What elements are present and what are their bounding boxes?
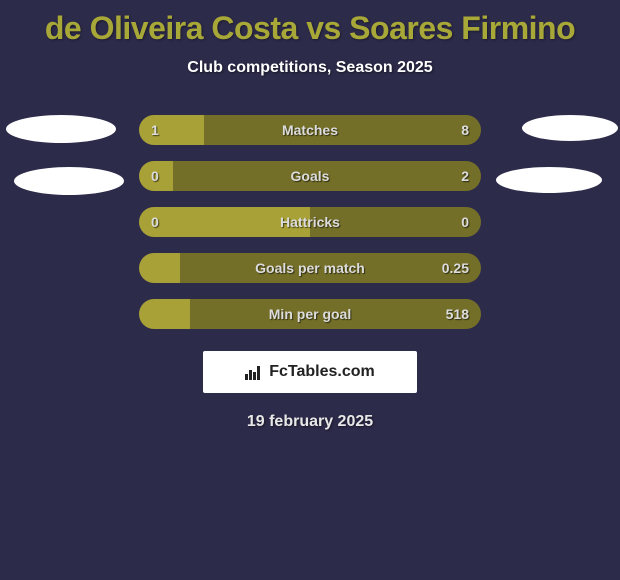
bar-value-right: 8 — [461, 122, 469, 138]
bar-seg-right — [204, 115, 481, 145]
bar-value-left: 1 — [151, 122, 159, 138]
bar-label: Goals per match — [255, 260, 365, 276]
bar-seg-left — [139, 115, 204, 145]
bar-value-left: 0 — [151, 214, 159, 230]
bar-value-right: 2 — [461, 168, 469, 184]
bar-label: Hattricks — [280, 214, 340, 230]
avatar-left-1 — [6, 115, 116, 143]
bar-value-left: 0 — [151, 168, 159, 184]
compare-area: 1 8 Matches 0 2 Goals 0 0 Hattricks 0.25 Goals per… — [0, 115, 620, 329]
bar-value-right: 0 — [461, 214, 469, 230]
bar-seg-left — [139, 253, 180, 283]
bar-row: 0 2 Goals — [139, 161, 481, 191]
bar-row: 0.25 Goals per match — [139, 253, 481, 283]
bar-label: Goals — [291, 168, 330, 184]
bar-row: 1 8 Matches — [139, 115, 481, 145]
bar-value-right: 0.25 — [442, 260, 469, 276]
bar-label: Matches — [282, 122, 338, 138]
date-label: 19 february 2025 — [0, 413, 620, 431]
watermark-text: FcTables.com — [269, 363, 375, 381]
bar-label: Min per goal — [269, 306, 351, 322]
watermark: FcTables.com — [203, 351, 417, 393]
bar-seg-left — [139, 299, 190, 329]
comparison-bars: 1 8 Matches 0 2 Goals 0 0 Hattricks 0.25 Goals per… — [139, 115, 481, 329]
subtitle: Club competitions, Season 2025 — [0, 59, 620, 77]
avatar-right-2 — [496, 167, 602, 193]
avatar-left-2 — [14, 167, 124, 195]
bar-row: 0 0 Hattricks — [139, 207, 481, 237]
page-title: de Oliveira Costa vs Soares Firmino — [0, 0, 620, 47]
bars-icon — [245, 364, 263, 380]
avatar-right-1 — [522, 115, 618, 141]
bar-row: 518 Min per goal — [139, 299, 481, 329]
bar-value-right: 518 — [446, 306, 469, 322]
